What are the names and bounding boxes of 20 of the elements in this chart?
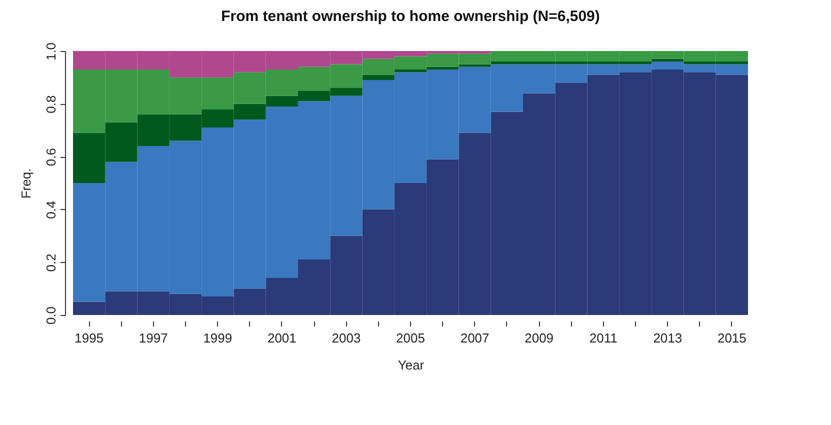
y-tick-label: 0.4 — [44, 200, 58, 219]
y-axis-title: Freq. — [18, 168, 34, 199]
x-tick-label: 2007 — [460, 330, 490, 346]
x-tick-label: 1995 — [74, 330, 104, 346]
x-tick-label: 2003 — [332, 330, 361, 346]
x-tick-label: 2013 — [653, 330, 682, 346]
x-tick-label: 2005 — [396, 330, 425, 346]
x-tick-label: 1997 — [138, 330, 168, 346]
y-tick-label: 0.8 — [44, 95, 58, 114]
y-tick-label: 0.6 — [44, 148, 58, 166]
x-tick-label: 1999 — [203, 330, 232, 346]
x-tick-label: 2001 — [267, 330, 296, 346]
x-tick-label: 2015 — [717, 330, 746, 346]
x-tick-label: 2009 — [524, 330, 554, 346]
chart-title: From tenant ownership to home ownership (N=6,509) — [221, 8, 600, 25]
y-tick-label: 0.2 — [44, 254, 58, 272]
y-tick-label: 1.0 — [44, 42, 58, 61]
x-axis-title: Year — [398, 358, 425, 372]
y-tick-label: 0.0 — [44, 306, 58, 325]
x-tick-label: 2011 — [589, 330, 618, 346]
